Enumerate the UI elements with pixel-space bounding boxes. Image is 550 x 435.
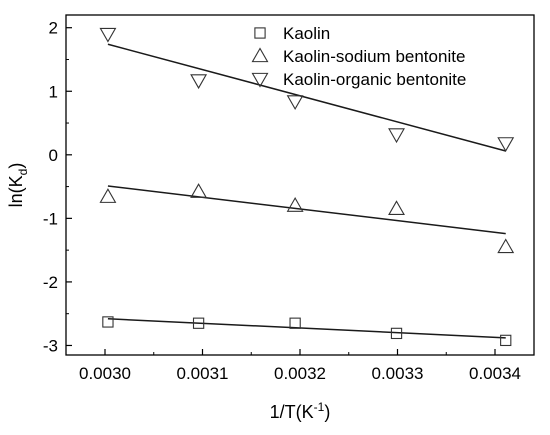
data-point: [102, 316, 114, 328]
data-point: [190, 74, 208, 90]
legend-marker: [251, 47, 269, 63]
data-point: [192, 317, 205, 329]
data-point: [99, 27, 117, 43]
y-tick-label: -1: [43, 209, 58, 228]
x-axis-title: 1/T(K-1): [270, 400, 331, 422]
y-axis-title-suffix: ): [6, 163, 26, 169]
y-axis-title-sub: d: [16, 169, 30, 176]
legend-label: Kaolin-sodium bentonite: [283, 47, 465, 66]
legend-label: Kaolin-organic bentonite: [283, 70, 466, 89]
y-tick-label: -2: [43, 273, 58, 292]
y-tick-label: -3: [43, 336, 58, 355]
fit-line: [107, 318, 506, 339]
data-point: [388, 128, 405, 144]
fit-line: [107, 43, 506, 152]
legend: Kaolin Kaolin-sodium bentonite Kaolin-orga…: [251, 24, 466, 89]
y-axis-title: ln(Kd): [6, 163, 30, 208]
x-axis-title-sup: -1: [314, 400, 325, 414]
data-point: [190, 183, 208, 198]
x-tick-label: 0.0032: [274, 364, 326, 383]
fit-line: [107, 185, 506, 235]
y-tick-label: 0: [49, 146, 58, 165]
legend-label: Kaolin: [283, 24, 330, 43]
data-point: [99, 188, 117, 203]
x-tick-label: 0.0034: [469, 364, 521, 383]
y-tick-label: 2: [49, 19, 58, 38]
legend-marker: [251, 72, 269, 88]
data-point: [497, 137, 515, 152]
data-points: [99, 27, 515, 347]
x-tick-label: 0.0031: [177, 364, 229, 383]
data-point: [390, 327, 403, 340]
x-axis-title-suffix: ): [324, 402, 330, 422]
data-point: [500, 334, 512, 347]
legend-marker: [254, 27, 266, 39]
x-tick-label: 0.0030: [79, 364, 131, 383]
y-axis-title-main: ln(K: [6, 175, 26, 207]
data-point: [286, 197, 304, 212]
data-point: [388, 200, 405, 216]
fit-lines: [107, 43, 506, 339]
data-point: [286, 95, 304, 111]
y-tick-label: 1: [49, 82, 58, 101]
axis-ticks: 0.0030 0.0031 0.0032 0.0033 0.0034 -3 -2 -1 0 1 2: [43, 19, 521, 383]
x-axis-title-main: 1/T(K: [270, 402, 314, 422]
data-point: [497, 238, 515, 254]
plot-frame: [65, 14, 535, 356]
x-tick-label: 0.0033: [372, 364, 424, 383]
data-point: [289, 317, 301, 329]
